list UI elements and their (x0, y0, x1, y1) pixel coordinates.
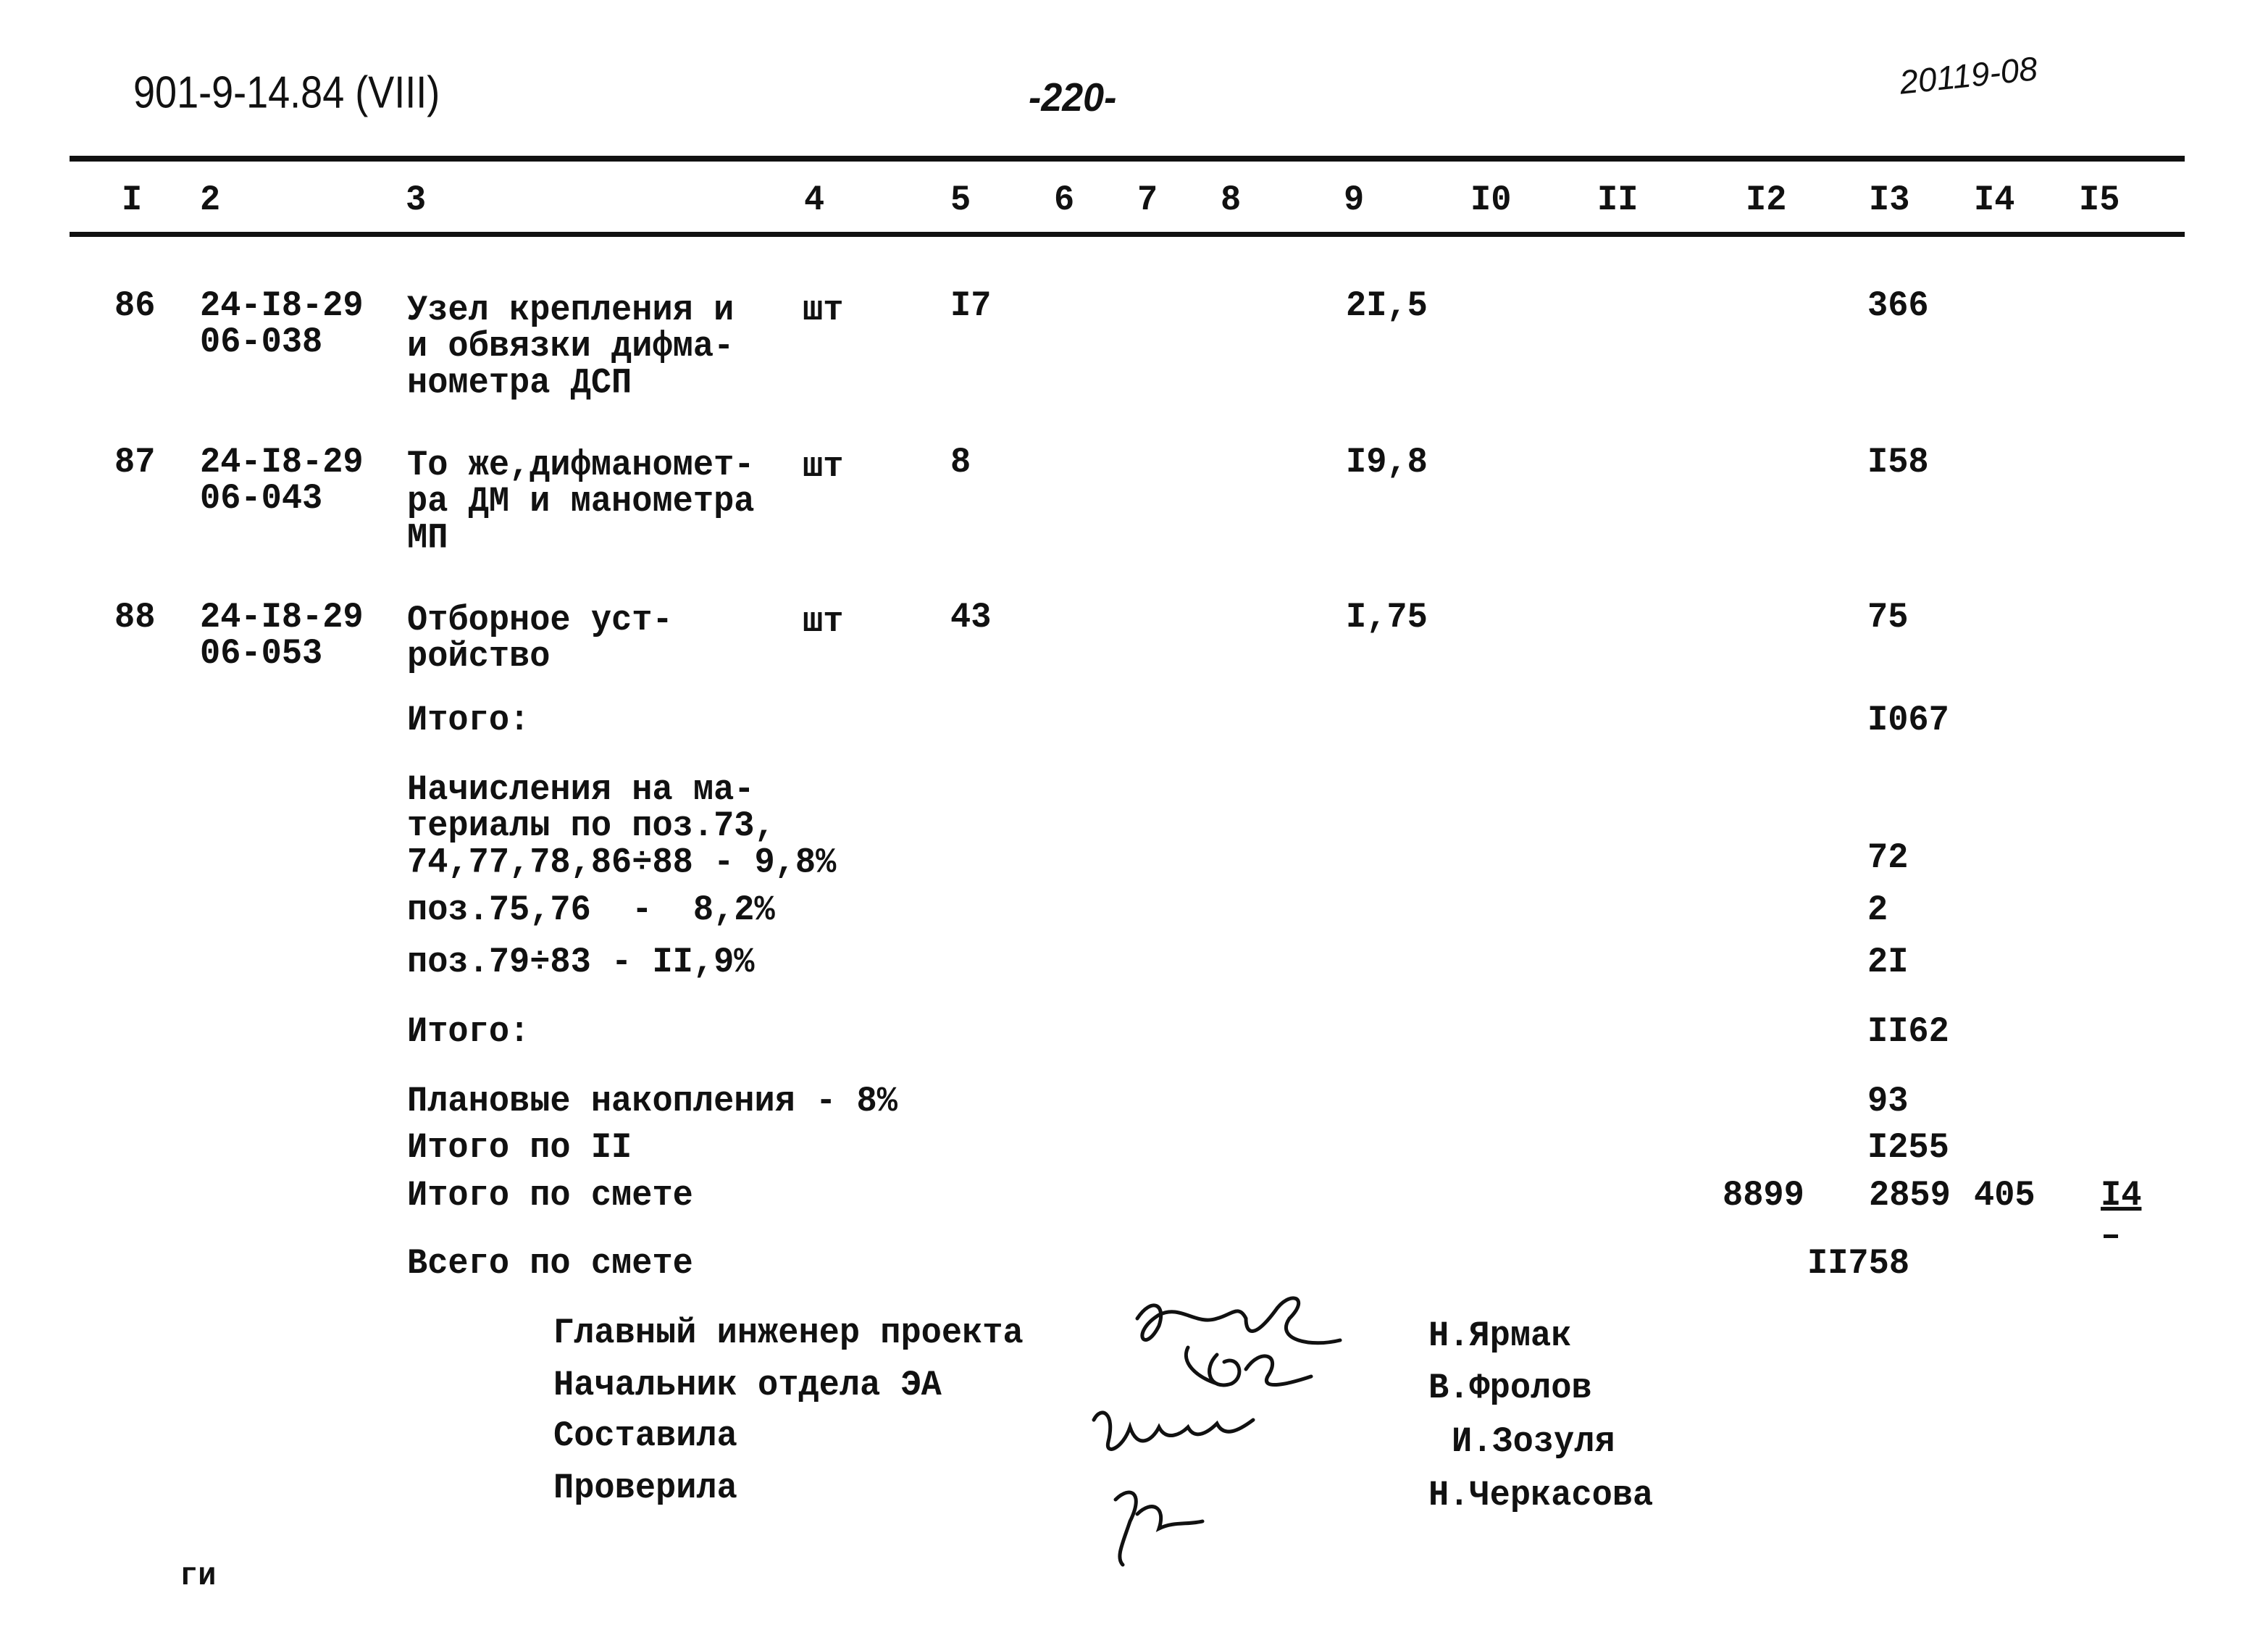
column-header: 7 (1137, 180, 1158, 221)
row-unit: шт (803, 601, 844, 643)
subtotal2-label: Итого: (407, 1011, 530, 1053)
column-header: 4 (804, 180, 825, 221)
estimate-total-col12: 8899 (1723, 1175, 1804, 1216)
planned-savings-value: 93 (1867, 1081, 1909, 1122)
footer-mark: ги (180, 1558, 217, 1594)
signer-name: Н.Черкасова (1428, 1475, 1654, 1516)
surcharge-79-83-label: поз.79÷83 - II,9% (407, 942, 755, 983)
signer-name: Н.Ярмак (1428, 1316, 1572, 1357)
estimate-total-label: Итого по смете (407, 1175, 693, 1216)
column-header: I2 (1746, 180, 1787, 221)
row-col9: 2I,5 (1346, 285, 1428, 327)
column-header: I4 (1974, 180, 2015, 221)
column-header: I (122, 180, 143, 221)
subtotal2-value: II62 (1867, 1011, 1949, 1053)
row-col13: 75 (1867, 597, 1909, 638)
surcharge-79-83-value: 2I (1867, 942, 1909, 983)
document-code: 901-9-14.84 (VIII) (133, 67, 440, 118)
column-header: 5 (950, 180, 971, 221)
row-name: Узел крепления и и обвязки дифма- нометр… (407, 290, 735, 404)
column-header: I5 (2079, 180, 2120, 221)
row-name: То же,дифманомет- ра ДМ и манометра МП (407, 445, 755, 559)
column-header: 9 (1344, 180, 1365, 221)
handwritten-signatures (1092, 1296, 1342, 1567)
row-code: 24-I8-29 06-053 (200, 597, 364, 674)
header-top-rule (70, 156, 2185, 162)
estimate-total-col15: I4 (2101, 1175, 2142, 1216)
signer-name: И.Зозуля (1452, 1421, 1615, 1463)
column-header: 2 (200, 180, 221, 221)
signer-role: Главный инженер проекта (553, 1313, 1024, 1354)
row-col13: 366 (1867, 285, 1929, 327)
surcharge-75-76-label: поз.75,76 - 8,2% (407, 890, 775, 931)
row-quantity: 8 (950, 442, 971, 483)
row-position: 88 (114, 597, 156, 638)
total-part-ii-value: I255 (1867, 1127, 1949, 1169)
surcharge-value: 72 (1867, 837, 1909, 879)
row-unit: шт (803, 446, 844, 488)
grand-total-label: Всего по смете (407, 1243, 693, 1284)
row-position: 87 (114, 442, 156, 483)
column-header: I3 (1869, 180, 1910, 221)
page-number: -220- (1029, 75, 1117, 120)
estimate-total-col13: 2859 (1869, 1175, 1951, 1216)
surcharge-label: Начисления на ма- териалы по поз.73, 74,… (407, 769, 837, 884)
signer-name: В.Фролов (1428, 1368, 1592, 1409)
signer-role: Составила (553, 1416, 737, 1457)
total-part-ii-label: Итого по II (407, 1127, 632, 1169)
column-header: 6 (1054, 180, 1075, 221)
signer-role: Проверила (553, 1468, 737, 1509)
row-col9: I9,8 (1346, 442, 1428, 483)
handwritten-number: 20119-08 (1897, 49, 2040, 101)
signer-role: Начальник отдела ЭА (553, 1365, 942, 1406)
row-position: 86 (114, 285, 156, 327)
row-quantity: 43 (950, 597, 992, 638)
row-quantity: I7 (950, 285, 992, 327)
signature-cherkasova (1113, 1490, 1205, 1567)
header-bottom-rule (70, 232, 2185, 237)
grand-total-value: II758 (1807, 1243, 1910, 1284)
surcharge-75-76-value: 2 (1867, 890, 1888, 931)
column-header: II (1597, 180, 1639, 221)
column-header: 3 (406, 180, 427, 221)
column-header: I0 (1470, 180, 1512, 221)
row-name: Отборное уст- ройство (407, 600, 673, 677)
row-col9: I,75 (1346, 597, 1428, 638)
row-unit: шт (803, 290, 844, 331)
row-code: 24-I8-29 06-038 (200, 285, 364, 363)
subtotal-value: I067 (1867, 700, 1949, 741)
row-col13: I58 (1867, 442, 1929, 483)
column-header: 8 (1221, 180, 1242, 221)
row-code: 24-I8-29 06-043 (200, 442, 364, 519)
signature-zozulya (1092, 1410, 1255, 1451)
planned-savings-label: Плановые накопления - 8% (407, 1081, 897, 1122)
estimate-total-col14: 405 (1974, 1175, 2035, 1216)
signature-yarmak (1135, 1296, 1342, 1345)
underline-mark (2104, 1234, 2118, 1238)
signature-frolov (1184, 1345, 1313, 1387)
subtotal-label: Итого: (407, 700, 530, 741)
